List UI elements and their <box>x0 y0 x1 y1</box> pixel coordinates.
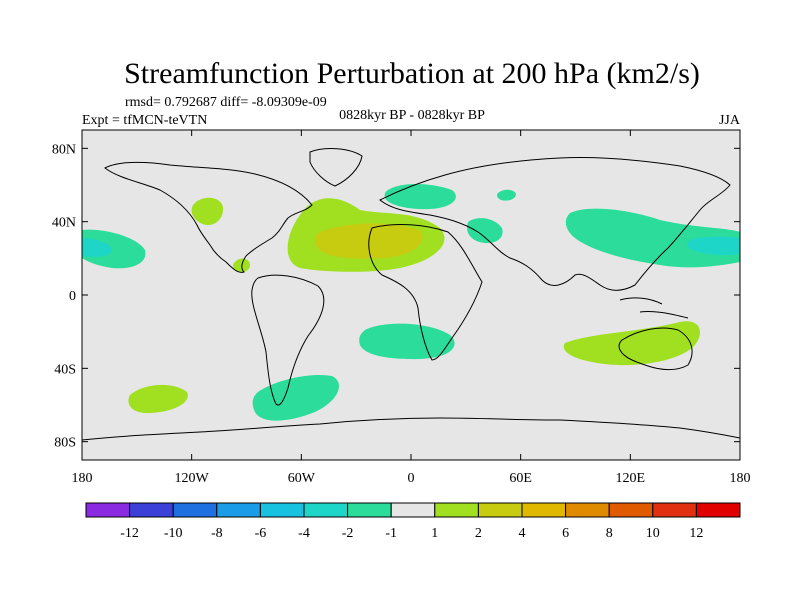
colorbar-swatch <box>521 502 567 518</box>
colorbar: -12 -10 -8 -6 -4 -2 -1 1 2 4 6 8 10 12 <box>85 502 741 541</box>
colorbar-label: -2 <box>342 526 354 541</box>
coast-australia <box>618 327 693 371</box>
contour-negative-southatlantic <box>359 323 455 360</box>
colorbar-label: -8 <box>211 526 223 541</box>
colorbar-swatch <box>390 502 436 518</box>
coast-south-america <box>251 274 325 406</box>
contour-negative-middleeast <box>467 218 503 244</box>
colorbar-label: -6 <box>255 526 267 541</box>
y-tick-label: 40S <box>54 362 76 377</box>
colorbar-label: -12 <box>120 526 139 541</box>
period-label: 0828kyr BP - 0828kyr BP <box>339 108 485 123</box>
colorbar-label: 6 <box>562 526 569 541</box>
contour-negative-asia <box>565 208 740 268</box>
colorbar-swatch <box>259 502 305 518</box>
contour-negative-pacific-west <box>82 229 146 269</box>
expt-label: Expt = tfMCN-teVTN <box>82 113 207 128</box>
colorbar-label: -1 <box>385 526 397 541</box>
x-tick-label: 120W <box>175 471 210 486</box>
contour-negative-pacific-west-core <box>82 238 112 257</box>
x-tick-label: 60W <box>288 471 316 486</box>
colorbar-label: 2 <box>475 526 482 541</box>
colorbar-swatch <box>85 502 131 518</box>
colorbar-label: -4 <box>298 526 310 541</box>
colorbar-swatch <box>216 502 261 518</box>
colorbar-label: 1 <box>431 526 438 541</box>
contour-fills <box>82 184 740 421</box>
colorbar-label: -10 <box>164 526 183 541</box>
colorbar-swatch <box>477 502 523 518</box>
contour-positive-southpacific <box>128 384 188 414</box>
chart-title: Streamfunction Perturbation at 200 hPa (… <box>124 57 700 90</box>
colorbar-label: 8 <box>606 526 613 541</box>
coast-antarctica <box>82 417 740 441</box>
x-tick-label: 0 <box>408 471 415 486</box>
colorbar-swatch <box>695 502 741 518</box>
coast-eurasia <box>379 156 731 291</box>
coast-africa <box>368 224 483 361</box>
x-tick-label: 180 <box>730 471 751 486</box>
map-panel: 180 120W 60W 0 60E 120E 180 80N 40N 0 40S 80S <box>52 129 751 486</box>
x-tick-label: 120E <box>616 471 646 486</box>
coast-indonesia <box>619 297 689 319</box>
colorbar-swatch <box>347 502 392 518</box>
map-background <box>82 130 740 460</box>
contour-negative-europe <box>384 184 456 210</box>
colorbar-swatch <box>652 502 697 518</box>
colorbar-swatch <box>129 502 174 518</box>
colorbar-swatch <box>565 502 610 518</box>
contour-positive-australia <box>563 321 701 366</box>
contour-negative-asia-core <box>687 236 740 255</box>
y-tick-label: 80N <box>52 142 76 157</box>
contour-positive-northamerica <box>191 197 224 226</box>
season-label: JJA <box>719 113 741 128</box>
contour-negative-scandinavia <box>497 189 516 201</box>
coastlines <box>82 148 740 441</box>
axis-ticks: 180 120W 60W 0 60E 120E 180 80N 40N 0 40S 80S <box>52 130 751 486</box>
colorbar-swatch <box>172 502 218 518</box>
rmsd-label: rmsd= 0.792687 diff= -8.09309e-09 <box>125 95 327 110</box>
colorbar-label: 12 <box>689 526 703 541</box>
colorbar-label: 4 <box>519 526 526 541</box>
colorbar-swatch <box>608 502 654 518</box>
colorbar-swatch <box>434 502 479 518</box>
y-tick-label: 80S <box>54 436 76 451</box>
coast-greenland <box>309 148 363 187</box>
colorbar-label: 10 <box>646 526 660 541</box>
colorbar-swatch <box>303 502 349 518</box>
x-tick-label: 60E <box>509 471 532 486</box>
y-tick-label: 40N <box>52 216 76 231</box>
coast-north-america <box>104 161 313 273</box>
contour-negative-southamerica <box>252 374 339 421</box>
y-tick-label: 0 <box>69 289 76 304</box>
x-tick-label: 180 <box>72 471 93 486</box>
